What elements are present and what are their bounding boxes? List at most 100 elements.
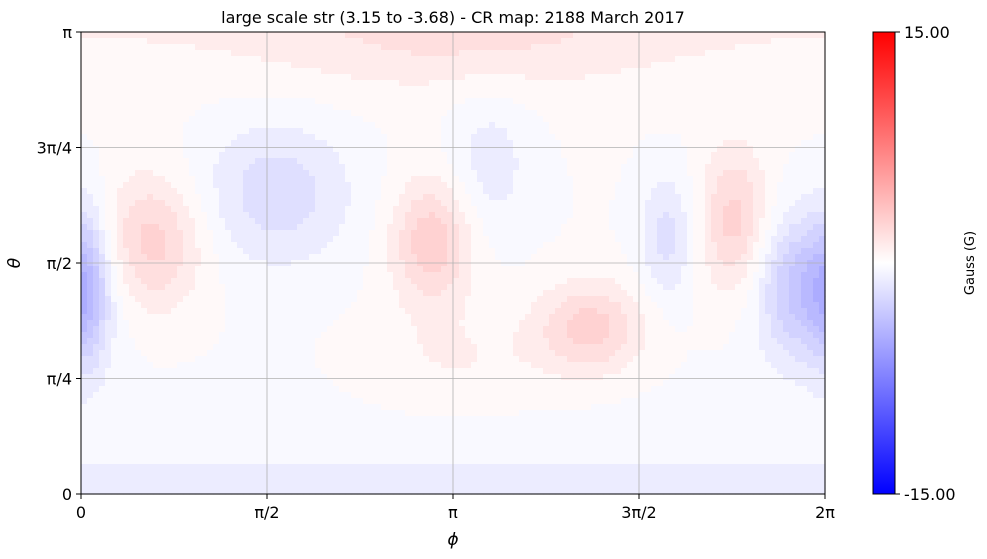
heatmap-cell [291, 470, 298, 477]
heatmap-cell [93, 488, 100, 495]
heatmap-cell [393, 338, 400, 345]
heatmap-cell [369, 32, 376, 39]
heatmap-cell [129, 266, 136, 273]
heatmap-cell [363, 458, 370, 465]
heatmap-cell [231, 86, 238, 93]
heatmap-cell [423, 248, 430, 255]
heatmap-cell [459, 176, 466, 183]
heatmap-cell [387, 350, 394, 357]
heatmap-cell [321, 176, 328, 183]
heatmap-cell [231, 470, 238, 477]
heatmap-cell [393, 206, 400, 213]
heatmap-cell [207, 428, 214, 435]
heatmap-cell [393, 128, 400, 135]
heatmap-cell [303, 458, 310, 465]
heatmap-cell [273, 158, 280, 165]
heatmap-cell [105, 374, 112, 381]
heatmap-cell [105, 158, 112, 165]
heatmap-cell [195, 86, 202, 93]
heatmap-cell [225, 188, 232, 195]
heatmap-cell [165, 224, 172, 231]
heatmap-cell [399, 98, 406, 105]
heatmap-cell [375, 266, 382, 273]
heatmap-cell [351, 158, 358, 165]
heatmap-cell [177, 458, 184, 465]
heatmap-cell [369, 80, 376, 87]
heatmap-cell [165, 140, 172, 147]
heatmap-cell [345, 182, 352, 189]
heatmap-cell [267, 248, 274, 255]
heatmap-cell [387, 290, 394, 297]
heatmap-cell [117, 230, 124, 237]
heatmap-cell [93, 476, 100, 483]
heatmap-cell [99, 452, 106, 459]
heatmap-cell [267, 434, 274, 441]
heatmap-cell [405, 62, 412, 69]
heatmap-cell [423, 344, 430, 351]
heatmap-cell [99, 344, 106, 351]
heatmap-cell [411, 212, 418, 219]
heatmap-cell [393, 356, 400, 363]
heatmap-cell [429, 302, 436, 309]
heatmap-cell [429, 104, 436, 111]
heatmap-cell [369, 362, 376, 369]
heatmap-cell [411, 482, 418, 489]
heatmap-cell [429, 320, 436, 327]
heatmap-cell [321, 170, 328, 177]
heatmap-cell [105, 356, 112, 363]
heatmap-cell [171, 128, 178, 135]
heatmap-cell [243, 158, 250, 165]
heatmap-cell [159, 296, 166, 303]
heatmap-cell [261, 224, 268, 231]
heatmap-cell [117, 338, 124, 345]
heatmap-cell [177, 104, 184, 111]
heatmap-cell [447, 320, 454, 327]
heatmap-cell [255, 356, 262, 363]
heatmap-cell [207, 32, 214, 39]
heatmap-cell [81, 284, 88, 291]
heatmap-cell [171, 356, 178, 363]
heatmap-cell [225, 110, 232, 117]
heatmap-cell [423, 380, 430, 387]
heatmap-cell [447, 146, 454, 153]
heatmap-cell [165, 218, 172, 225]
heatmap-cell [321, 452, 328, 459]
heatmap-cell [189, 182, 196, 189]
heatmap-cell [381, 392, 388, 399]
heatmap-cell [441, 356, 448, 363]
heatmap-cell [417, 212, 424, 219]
heatmap-cell [207, 320, 214, 327]
heatmap-cell [279, 386, 286, 393]
heatmap-cell [195, 206, 202, 213]
heatmap-cell [369, 296, 376, 303]
heatmap-cell [159, 158, 166, 165]
heatmap-cell [453, 428, 460, 435]
heatmap-cell [279, 68, 286, 75]
heatmap-cell [93, 80, 100, 87]
heatmap-cell [129, 344, 136, 351]
heatmap-cell [135, 446, 142, 453]
heatmap-cell [165, 296, 172, 303]
heatmap-cell [345, 110, 352, 117]
heatmap-cell [345, 134, 352, 141]
heatmap-cell [303, 92, 310, 99]
heatmap-cell [447, 194, 454, 201]
heatmap-cell [195, 434, 202, 441]
heatmap-cell [453, 284, 460, 291]
heatmap-cell [291, 434, 298, 441]
heatmap-cell [129, 50, 136, 57]
heatmap-cell [207, 344, 214, 351]
heatmap-cell [135, 440, 142, 447]
heatmap-cell [321, 398, 328, 405]
heatmap-cell [273, 344, 280, 351]
heatmap-cell [387, 230, 394, 237]
heatmap-cell [153, 446, 160, 453]
heatmap-cell [81, 482, 88, 489]
heatmap-cell [279, 32, 286, 39]
heatmap-cell [309, 296, 316, 303]
heatmap-cell [195, 116, 202, 123]
heatmap-cell [219, 356, 226, 363]
heatmap-cell [333, 338, 340, 345]
heatmap-cell [459, 32, 466, 39]
heatmap-cell [309, 398, 316, 405]
